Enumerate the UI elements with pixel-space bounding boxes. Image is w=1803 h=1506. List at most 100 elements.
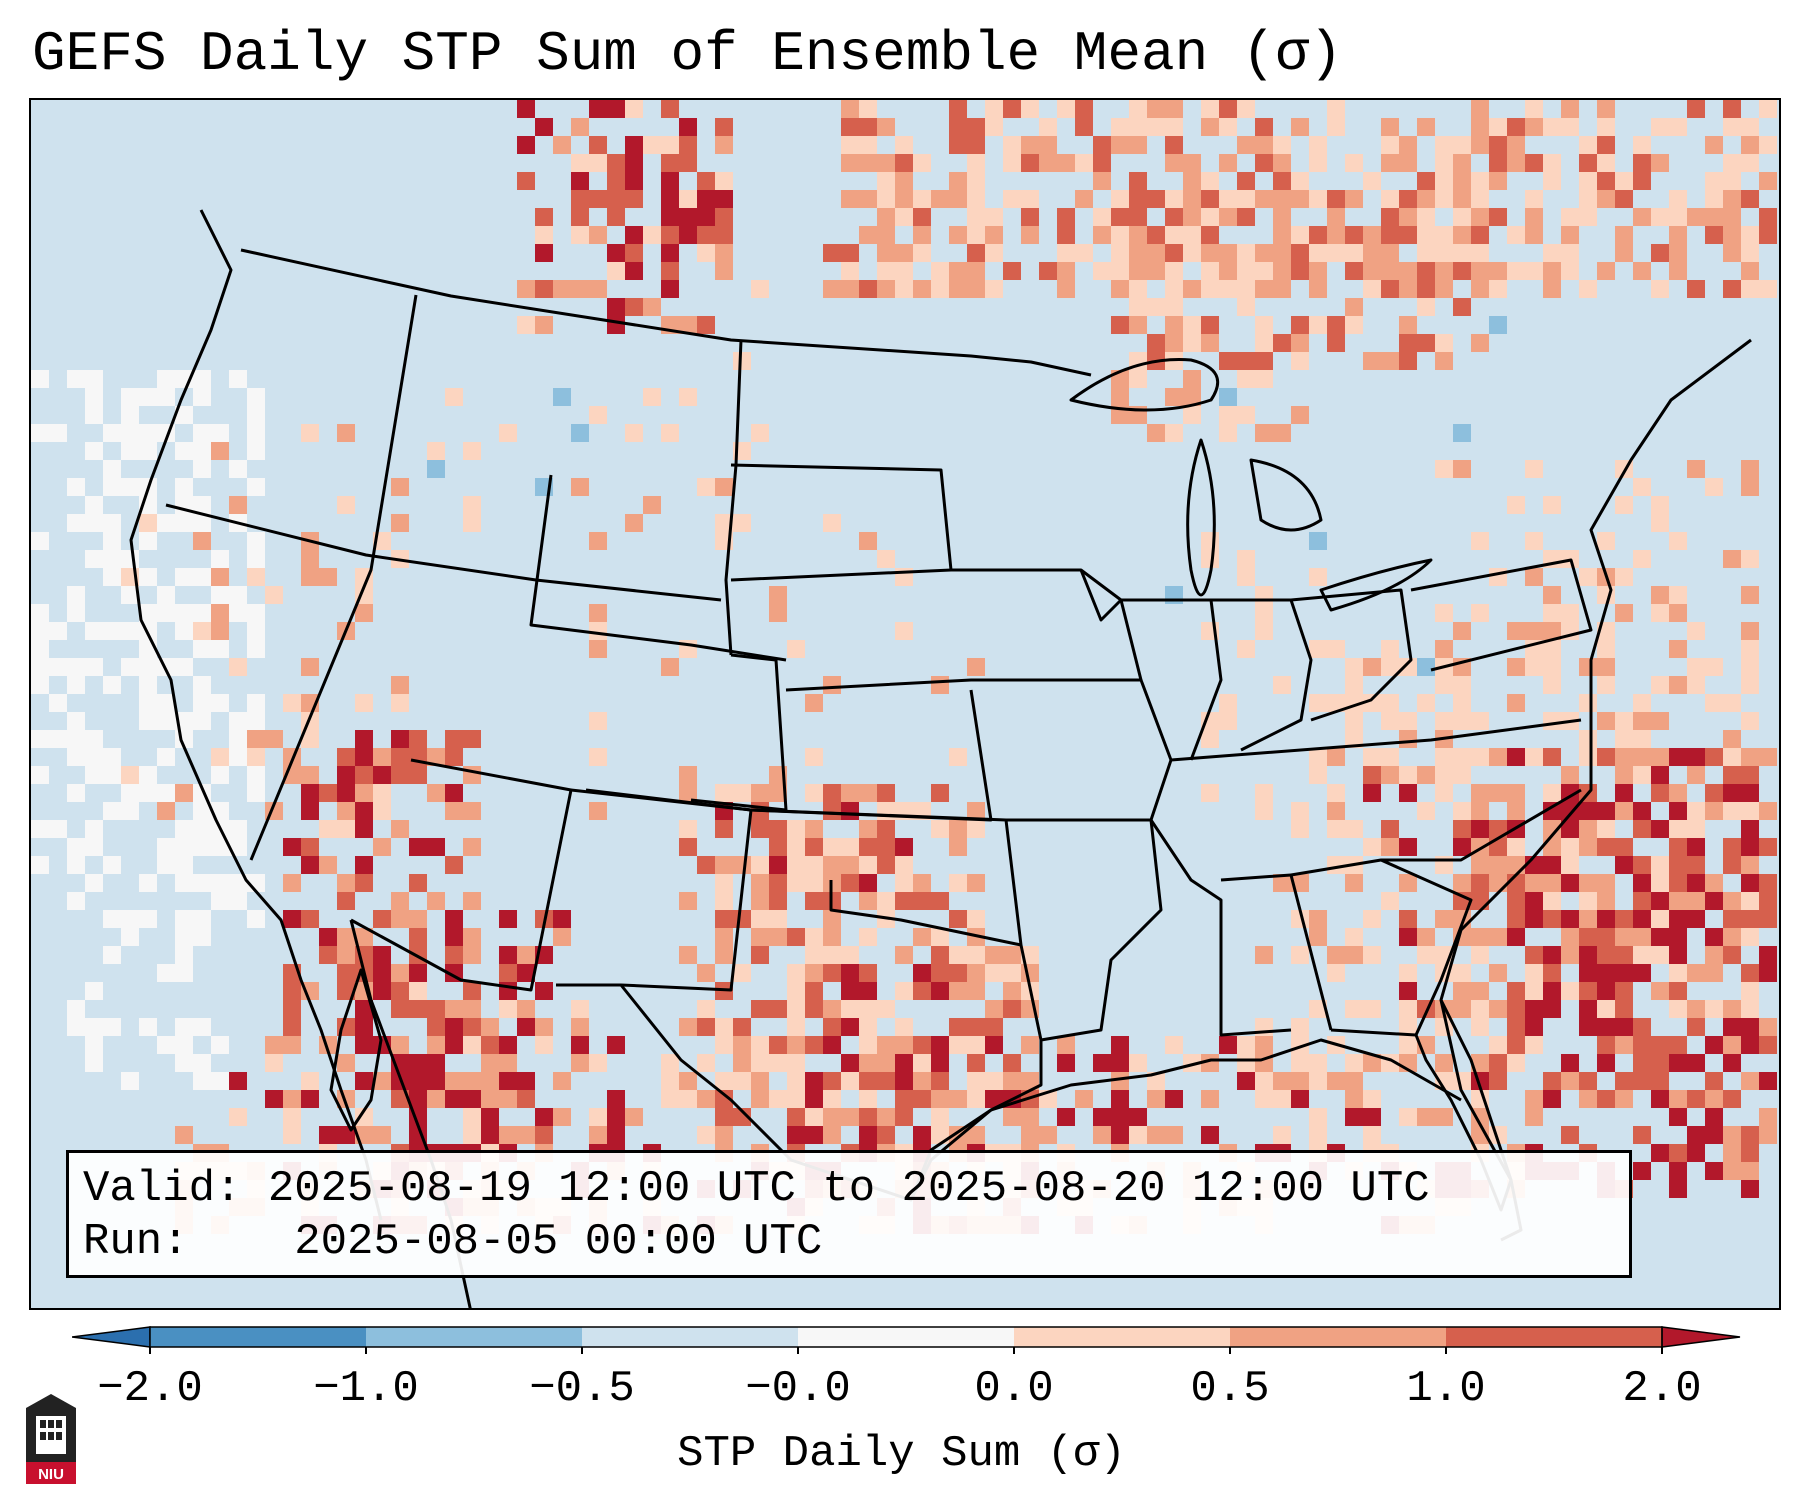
- anomaly-cell: [1651, 154, 1669, 172]
- anomaly-cell: [121, 658, 139, 676]
- anomaly-cell: [1003, 1054, 1021, 1072]
- anomaly-cell: [1453, 874, 1471, 892]
- anomaly-cell: [607, 1090, 625, 1108]
- anomaly-cell: [1669, 1000, 1687, 1018]
- colorbar-bin: [798, 1327, 1014, 1347]
- anomaly-cell: [1525, 982, 1543, 1000]
- anomaly-cell: [1399, 730, 1417, 748]
- map-panel: [29, 98, 1781, 1310]
- anomaly-cell: [967, 208, 985, 226]
- anomaly-cell: [121, 406, 139, 424]
- state-boundaries: [129, 209, 1752, 1308]
- anomaly-cell: [1741, 262, 1759, 280]
- anomaly-cell: [463, 1036, 481, 1054]
- anomaly-cell: [31, 424, 49, 442]
- state-line: [1410, 558, 1593, 672]
- anomaly-cell: [481, 1090, 499, 1108]
- anomaly-cell: [193, 640, 211, 658]
- anomaly-cell: [1093, 208, 1111, 226]
- anomaly-cell: [1417, 208, 1435, 226]
- anomaly-cell: [841, 784, 859, 802]
- anomaly-cell: [1579, 1090, 1597, 1108]
- anomaly-cell: [1237, 280, 1255, 298]
- anomaly-cell: [247, 478, 265, 496]
- anomaly-cell: [1741, 1144, 1759, 1162]
- anomaly-cell: [1255, 802, 1273, 820]
- anomaly-cell: [1669, 118, 1687, 136]
- anomaly-cell: [67, 370, 85, 388]
- anomaly-cell: [1255, 244, 1273, 262]
- anomaly-cell: [805, 820, 823, 838]
- anomaly-cell: [661, 136, 679, 154]
- anomaly-cell: [1615, 748, 1633, 766]
- anomaly-cell: [805, 694, 823, 712]
- anomaly-cell: [1093, 226, 1111, 244]
- anomaly-cell: [121, 802, 139, 820]
- anomaly-cell: [1417, 802, 1435, 820]
- anomaly-cell: [1543, 820, 1561, 838]
- anomaly-cell: [1237, 190, 1255, 208]
- anomaly-cell: [589, 1054, 607, 1072]
- anomaly-cell: [1219, 118, 1237, 136]
- anomaly-cell: [1327, 694, 1345, 712]
- anomaly-cell: [1633, 946, 1651, 964]
- anomaly-cell: [1201, 118, 1219, 136]
- anomaly-cell: [1705, 874, 1723, 892]
- anomaly-cell: [823, 946, 841, 964]
- anomaly-cell: [1363, 352, 1381, 370]
- anomaly-cell: [625, 100, 643, 118]
- anomaly-cell: [409, 982, 427, 1000]
- anomaly-cell: [1579, 928, 1597, 946]
- anomaly-cell: [805, 1108, 823, 1126]
- anomaly-cell: [859, 136, 877, 154]
- anomaly-cell: [391, 676, 409, 694]
- anomaly-cell: [1759, 874, 1777, 892]
- anomaly-cell: [1633, 172, 1651, 190]
- anomaly-cell: [1021, 208, 1039, 226]
- anomaly-cell: [1057, 262, 1075, 280]
- anomaly-cell: [1183, 1054, 1201, 1072]
- anomaly-cell: [247, 424, 265, 442]
- anomaly-cell: [409, 1054, 427, 1072]
- anomaly-cell: [1543, 118, 1561, 136]
- anomaly-cell: [967, 1126, 985, 1144]
- anomaly-cell: [445, 856, 463, 874]
- anomaly-cell: [1741, 154, 1759, 172]
- anomaly-cell: [877, 820, 895, 838]
- anomaly-cell: [67, 676, 85, 694]
- anomaly-cell: [1435, 460, 1453, 478]
- state-line: [1170, 718, 1582, 762]
- anomaly-cell: [301, 1072, 319, 1090]
- anomaly-cell: [1615, 1000, 1633, 1018]
- anomaly-cell: [1147, 1126, 1165, 1144]
- anomaly-cell: [1399, 874, 1417, 892]
- anomaly-cell: [895, 1108, 913, 1126]
- anomaly-cell: [85, 442, 103, 460]
- anomaly-cell: [1129, 208, 1147, 226]
- anomaly-cell: [1507, 1054, 1525, 1072]
- anomaly-cell: [1471, 100, 1489, 118]
- west-coastline: [129, 209, 383, 1221]
- anomaly-cell: [1759, 838, 1777, 856]
- anomaly-cell: [1741, 874, 1759, 892]
- anomaly-cell: [859, 964, 877, 982]
- anomaly-cell: [1165, 1126, 1183, 1144]
- colorbar-tick-label: −1.0: [313, 1364, 419, 1414]
- anomaly-cell: [1399, 136, 1417, 154]
- anomaly-cell: [1381, 694, 1399, 712]
- anomaly-cell: [1237, 550, 1255, 568]
- anomaly-cell: [1381, 136, 1399, 154]
- anomaly-cell: [913, 190, 931, 208]
- anomaly-cell: [1471, 748, 1489, 766]
- anomaly-cell: [1111, 190, 1129, 208]
- anomaly-cell: [1309, 1072, 1327, 1090]
- anomaly-cell: [1615, 172, 1633, 190]
- anomaly-cell: [1291, 1018, 1309, 1036]
- valid-label: Valid:: [83, 1164, 242, 1214]
- anomaly-cell: [1363, 172, 1381, 190]
- anomaly-cell: [607, 190, 625, 208]
- anomaly-cell: [1615, 802, 1633, 820]
- anomaly-cell: [805, 982, 823, 1000]
- anomaly-cell: [1201, 262, 1219, 280]
- anomaly-cell: [1129, 172, 1147, 190]
